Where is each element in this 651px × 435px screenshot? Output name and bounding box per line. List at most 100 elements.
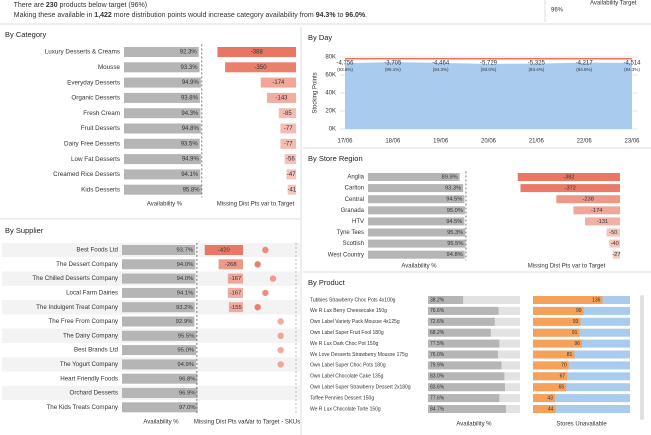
y-tick-label: 20K: [325, 109, 336, 115]
bar: [267, 92, 296, 103]
value-label: 94.5%: [446, 219, 462, 225]
bar: [278, 108, 296, 119]
header-line: Making these available in 1,422 more dis…: [4, 12, 373, 19]
axis-label: Availability %: [143, 420, 179, 426]
axis-label: Availability %: [456, 422, 492, 428]
bar: [428, 296, 464, 304]
value-label: 93: [573, 319, 579, 325]
bar: [218, 259, 243, 270]
x-tick-label: 20/06: [481, 139, 497, 145]
bar: [122, 402, 198, 413]
bar: [228, 302, 243, 313]
sku-dot: [277, 346, 284, 354]
value-label: 92.3%: [180, 50, 198, 56]
y-tick-label: 40K: [325, 91, 336, 97]
value-label: 93.8%: [181, 95, 199, 101]
bar: [124, 138, 200, 149]
value-label: 95.5%: [178, 333, 195, 339]
value-label: -47: [287, 172, 296, 178]
value-label: -174: [591, 208, 602, 214]
category-label: Low Fat Desserts: [71, 156, 120, 163]
value-label: -41: [288, 187, 297, 193]
bar: [124, 169, 201, 180]
value-label: 94.1%: [177, 290, 194, 296]
panel-title: By Store Region: [308, 154, 363, 163]
category-label: Tyne Tees: [337, 230, 364, 236]
value-label: 68.2%: [430, 330, 445, 336]
axis-label: Missing Dist Pts var to Target: [528, 264, 606, 270]
category-label: We R Lux Dark Choc Pot 150g: [310, 341, 378, 347]
bar: [368, 228, 466, 237]
category-label: Carlton: [345, 186, 364, 192]
category-label: Granada: [341, 208, 365, 214]
bar: [533, 306, 584, 315]
annotation: -4,756: [336, 61, 354, 67]
category-label: Mousse: [98, 64, 121, 71]
bar: [280, 138, 296, 149]
value-label: -40: [611, 241, 619, 247]
header-text: .: [365, 12, 367, 19]
category-label: The Free From Company: [49, 318, 119, 325]
value-label: 94.3%: [181, 111, 199, 117]
bar-track: [533, 317, 630, 326]
bar-track: [533, 394, 630, 403]
category-label: Scottish: [343, 241, 364, 247]
header-number: 94.3%: [316, 12, 337, 19]
bar: [368, 217, 465, 226]
panel-title: By Day: [308, 33, 332, 42]
value-label: 94.9%: [182, 157, 200, 163]
value-label: 76.0%: [430, 352, 445, 358]
panel-title: By Supplier: [5, 226, 44, 235]
sku-dot: [254, 304, 261, 311]
bar: [428, 339, 500, 348]
value-label: 93.7%: [176, 248, 193, 254]
bar: [533, 361, 569, 370]
value-label: -85: [283, 111, 292, 117]
bar: [609, 239, 620, 248]
value-label: -27: [612, 252, 620, 258]
value-label: 94.5%: [446, 197, 462, 203]
value-label: 72.6%: [430, 319, 445, 325]
category-label: HTV: [352, 219, 364, 225]
bar: [428, 383, 505, 392]
category-label: We R Lux Berry Cheesecake 150g: [310, 308, 387, 314]
bar: [122, 316, 195, 327]
category-label: Orchard Desserts: [70, 390, 118, 397]
value-label: -155: [230, 305, 243, 311]
bar: [368, 184, 464, 193]
annotation: -3,705: [384, 61, 402, 67]
value-label: -268: [225, 262, 238, 268]
value-label: -167: [229, 290, 241, 296]
bar: [124, 62, 200, 73]
bar: [122, 273, 196, 284]
bar: [533, 328, 580, 337]
kpi-value: 96%: [551, 8, 564, 14]
value-label: 96.9%: [179, 391, 196, 397]
bar: [533, 405, 556, 413]
bar: [428, 405, 506, 413]
header-text: products below target (96%): [58, 2, 148, 9]
value-label: 83.6%: [430, 385, 445, 391]
bar: [428, 394, 500, 403]
bar: [368, 173, 460, 181]
category-label: Dairy Free Desserts: [64, 140, 120, 147]
bar: [428, 361, 502, 370]
bar: [368, 206, 465, 215]
category-label: Best Brands Ltd: [74, 347, 119, 354]
value-label: 94.9%: [177, 362, 194, 368]
value-label: 94.8%: [182, 126, 200, 132]
bar: [124, 77, 201, 88]
bar: [122, 245, 196, 255]
value-label: 97.0%: [179, 405, 196, 411]
category-label: The Kids Treats Company: [46, 404, 118, 411]
y-tick-label: 0K: [329, 127, 336, 133]
axis-label: Missing Dist Pts var to Target: [217, 202, 295, 208]
value-label: -56: [286, 157, 295, 163]
bar: [428, 350, 498, 359]
bar: [428, 372, 505, 381]
value-label: -238: [582, 197, 593, 203]
bar: [122, 287, 196, 298]
value-label: 76.6%: [430, 308, 445, 314]
value-label: 77.6%: [430, 395, 445, 401]
axis-label: Var to Target - SKUs: [246, 420, 300, 426]
